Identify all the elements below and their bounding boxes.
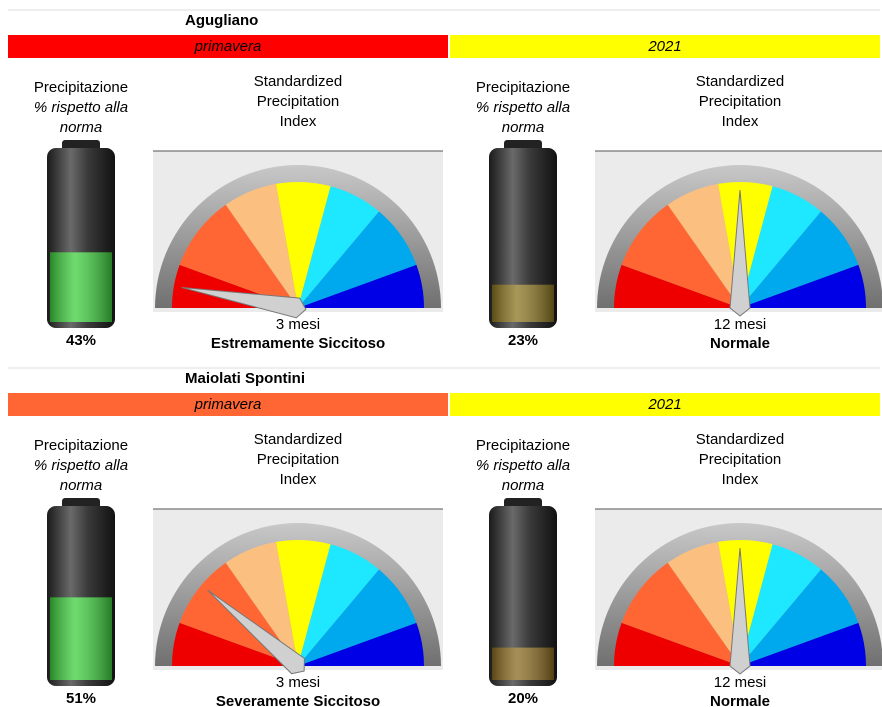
status-label: Normale <box>710 693 770 707</box>
status-label: Estremamente Siccitoso <box>211 335 385 352</box>
gauge-sector <box>740 264 866 308</box>
gauge-sector <box>614 622 740 666</box>
battery-shine <box>50 597 112 680</box>
gauge-sector <box>740 544 821 666</box>
gauge-sector <box>614 264 740 308</box>
gauge-needle <box>729 547 751 675</box>
battery-shine <box>492 284 554 322</box>
period-label: 12 mesi <box>714 674 767 691</box>
percent-label: 51% <box>66 690 96 707</box>
season-bar <box>8 35 448 58</box>
precip-label: % rispetto alla <box>34 457 128 474</box>
gauge-sector <box>740 186 821 308</box>
location-title: Agugliano <box>185 12 258 29</box>
battery-shine <box>492 647 554 680</box>
gauge-sector <box>718 540 773 666</box>
gauge-title: Standardized <box>696 73 784 90</box>
period-label: 3 mesi <box>276 316 320 333</box>
gauge-needle <box>729 189 751 317</box>
gauge-needle <box>207 589 305 675</box>
precip-label: % rispetto alla <box>476 457 570 474</box>
gauge-sector <box>298 264 424 308</box>
gauge-sector <box>667 541 740 666</box>
gauge-sector <box>298 544 379 666</box>
gauge-title: Index <box>280 471 317 488</box>
gauge-title: Standardized <box>254 431 342 448</box>
gauge-title: Precipitation <box>257 93 340 110</box>
battery-body <box>489 148 557 328</box>
precip-label: norma <box>502 477 545 494</box>
gauge-sector <box>225 541 298 666</box>
gauge-sector <box>172 622 298 666</box>
gauge-sector <box>298 211 417 308</box>
year-bar <box>450 393 880 416</box>
gauge-sector <box>740 569 859 666</box>
gauge-sector <box>621 562 740 666</box>
status-label: Severamente Siccitoso <box>216 693 380 707</box>
gauge-sector <box>298 569 417 666</box>
year-label: 2021 <box>647 38 681 55</box>
season-label: primavera <box>194 396 262 413</box>
gauge-title: Standardized <box>696 431 784 448</box>
precip-label: norma <box>502 119 545 136</box>
precip-label: % rispetto alla <box>34 99 128 116</box>
gauge-sector <box>621 204 740 308</box>
gauge-sector <box>179 204 298 308</box>
percent-label: 23% <box>508 332 538 349</box>
gauge-sector <box>276 540 331 666</box>
season-bar <box>8 393 448 416</box>
gauge-sector <box>718 182 773 308</box>
gauge-sector <box>298 186 379 308</box>
precip-label: norma <box>60 119 103 136</box>
location-title: Maiolati Spontini <box>185 370 305 387</box>
gauge-sector <box>740 211 859 308</box>
period-label: 12 mesi <box>714 316 767 333</box>
gauge-sector <box>225 183 298 308</box>
precip-label: % rispetto alla <box>476 99 570 116</box>
season-label: primavera <box>194 38 262 55</box>
gauge-sector <box>298 622 424 666</box>
gauge-title: Precipitation <box>257 451 340 468</box>
battery-body <box>489 506 557 686</box>
gauge-title: Index <box>722 471 759 488</box>
precip-label: Precipitazione <box>476 79 570 96</box>
gauge-sector <box>667 183 740 308</box>
gauge-sector <box>276 182 331 308</box>
precip-label: Precipitazione <box>34 79 128 96</box>
percent-label: 20% <box>508 690 538 707</box>
gauge-sector <box>740 622 866 666</box>
percent-label: 43% <box>66 332 96 349</box>
precip-label: norma <box>60 477 103 494</box>
battery-shine <box>50 252 112 322</box>
year-label: 2021 <box>647 396 681 413</box>
gauge-title: Index <box>722 113 759 130</box>
precip-label: Precipitazione <box>34 437 128 454</box>
precip-label: Precipitazione <box>476 437 570 454</box>
gauge-title: Index <box>280 113 317 130</box>
status-label: Normale <box>710 335 770 352</box>
gauge-title: Precipitation <box>699 93 782 110</box>
gauge-needle <box>181 287 307 319</box>
gauge-title: Standardized <box>254 73 342 90</box>
year-bar <box>450 35 880 58</box>
period-label: 3 mesi <box>276 674 320 691</box>
gauge-title: Precipitation <box>699 451 782 468</box>
